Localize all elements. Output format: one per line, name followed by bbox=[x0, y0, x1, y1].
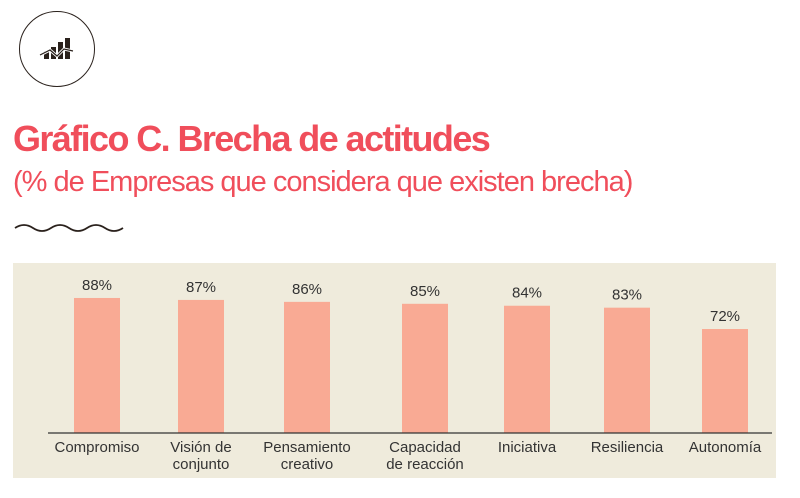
bar bbox=[604, 307, 650, 433]
data-label: 85% bbox=[410, 283, 440, 300]
decorative-wave-divider bbox=[14, 224, 124, 232]
category-label: de reacción bbox=[386, 456, 464, 473]
bar bbox=[402, 303, 448, 433]
category-label: Visión de bbox=[170, 439, 231, 456]
category-label: creativo bbox=[281, 456, 334, 473]
data-label: 84% bbox=[512, 285, 542, 302]
category-label: conjunto bbox=[173, 456, 230, 473]
category-label: Compromiso bbox=[54, 439, 139, 456]
bar bbox=[178, 299, 224, 433]
category-label: Capacidad bbox=[389, 439, 461, 456]
chart-bar-line-icon bbox=[39, 38, 74, 59]
data-label: 72% bbox=[710, 308, 740, 325]
chart-title: Gráfico C. Brecha de actitudes bbox=[13, 118, 491, 159]
bar bbox=[74, 297, 120, 433]
category-label: Resiliencia bbox=[591, 439, 664, 456]
chart-subtitle: (% de Empresas que considera que existen… bbox=[13, 166, 633, 198]
category-label: Iniciativa bbox=[498, 439, 557, 456]
data-label: 87% bbox=[186, 279, 216, 296]
data-label: 88% bbox=[82, 277, 112, 294]
category-label: Pensamiento bbox=[263, 439, 351, 456]
data-label: 86% bbox=[292, 281, 322, 298]
data-label: 83% bbox=[612, 287, 642, 304]
category-label: Autonomía bbox=[689, 439, 762, 456]
chart-icon-badge bbox=[19, 11, 95, 87]
bar bbox=[284, 301, 330, 433]
bar bbox=[504, 305, 550, 433]
bar bbox=[702, 329, 748, 433]
